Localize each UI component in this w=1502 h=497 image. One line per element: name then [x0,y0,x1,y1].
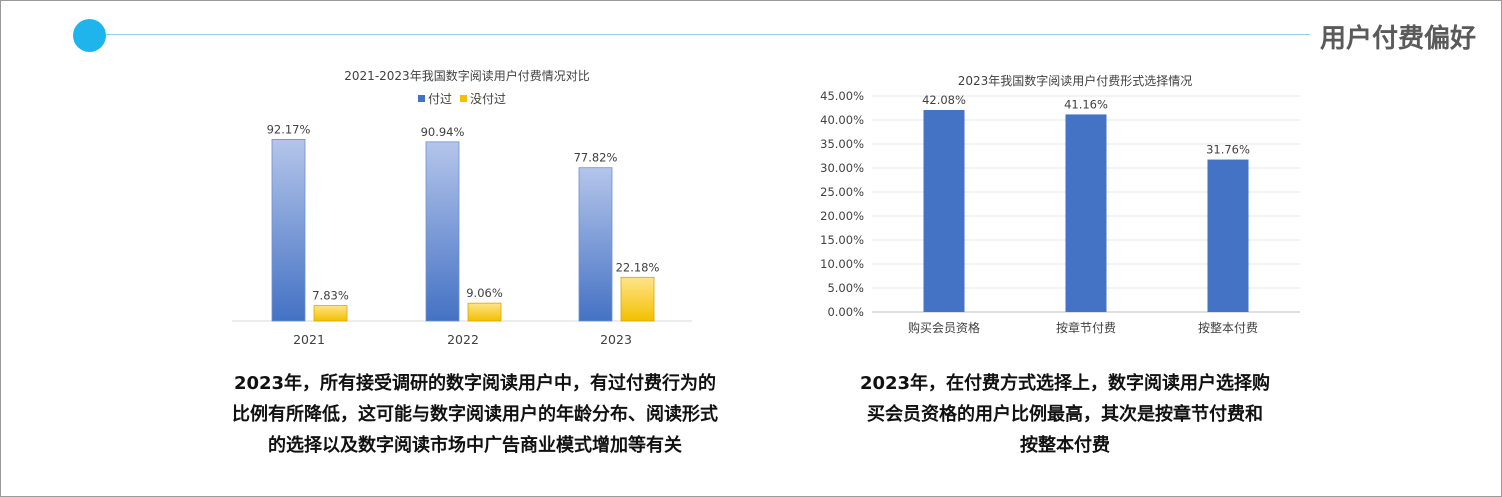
chart1-bar-unpaid-2023 [620,276,655,322]
caption-left-line-1: 2023年，所有接受调研的数字阅读用户中，有过付费行为的 [233,373,717,394]
legend-label-unpaid: 没付过 [470,91,506,106]
chart1-legend: 付过 没付过 [418,91,506,106]
caption-right-line-3: 按整本付费 [1020,435,1110,456]
chart2-y-tick: 0.00% [827,305,864,319]
chart2-x-tick: 按章节付费 [1056,320,1116,335]
header-line [98,34,1310,35]
chart2-bar-2 [1065,114,1107,312]
chart2-y-tick: 25.00% [820,185,864,199]
chart1-bar-paid-2022 [425,141,460,322]
chart1-bar-paid-2021 [271,139,306,322]
caption-right: 2023年，在付费方式选择上，数字阅读用户选择购 买会员资格的用户比例最高，其次… [820,368,1310,461]
chart2-x-tick: 购买会员资格 [908,320,980,335]
chart2-x-tick: 按整本付费 [1198,320,1258,335]
chart2-bar-3 [1207,159,1249,312]
caption-left-line-2: 比例有所降低，这可能与数字阅读用户的年龄分布、阅读形式 [232,404,718,425]
chart2-y-tick: 35.00% [820,137,864,151]
caption-right-line-1: 2023年，在付费方式选择上，数字阅读用户选择购 [859,373,1271,394]
caption-left-line-3: 的选择以及数字阅读市场中广告商业模式增加等有关 [268,435,682,456]
header-dot-icon [73,19,106,52]
legend-swatch-unpaid [460,95,467,102]
chart2-y-tick: 10.00% [820,257,864,271]
chart1-bar-unpaid-2021 [313,305,348,322]
chart1-x-tick-2023: 2023 [600,332,632,347]
chart2-y-tick: 15.00% [820,233,864,247]
chart-payment-comparison: 2021-2023年我国数字阅读用户付费情况对比 付过 没付过 92.17% 7.… [232,68,692,347]
chart2-data-label: 41.16% [1064,97,1108,111]
legend-swatch-paid [418,95,425,102]
chart2-bar-1 [923,110,965,313]
page-title: 用户付费偏好 [1320,24,1477,54]
chart1-data-label: 90.94% [421,125,465,139]
chart2-y-tick: 40.00% [820,113,864,127]
chart1-data-label: 22.18% [616,260,660,274]
chart1-title: 2021-2023年我国数字阅读用户付费情况对比 [344,68,589,83]
chart2-y-tick: 45.00% [820,89,864,103]
chart1-data-label: 9.06% [466,286,503,300]
chart-payment-method: 2023年我国数字阅读用户付费形式选择情况 0.00% 5.00% 10.00% 15… [820,73,1300,335]
caption-right-line-2: 买会员资格的用户比例最高，其次是按章节付费和 [867,404,1263,425]
chart2-y-tick: 30.00% [820,161,864,175]
chart1-x-tick-2021: 2021 [293,332,325,347]
chart1-data-label: 7.83% [312,289,349,303]
chart1-data-label: 92.17% [267,122,311,136]
chart2-y-tick: 5.00% [827,281,864,295]
chart1-x-tick-2022: 2022 [447,332,479,347]
chart2-y-tick: 20.00% [820,209,864,223]
chart2-data-label: 42.08% [922,93,966,107]
chart1-data-label: 77.82% [574,151,618,165]
chart1-bar-unpaid-2022 [467,302,502,322]
caption-left: 2023年，所有接受调研的数字阅读用户中，有过付费行为的 比例有所降低，这可能与… [185,368,765,461]
chart2-title: 2023年我国数字阅读用户付费形式选择情况 [958,73,1193,88]
chart2-data-label: 31.76% [1206,143,1250,157]
chart1-bar-paid-2023 [578,167,613,322]
legend-label-paid: 付过 [428,92,452,106]
